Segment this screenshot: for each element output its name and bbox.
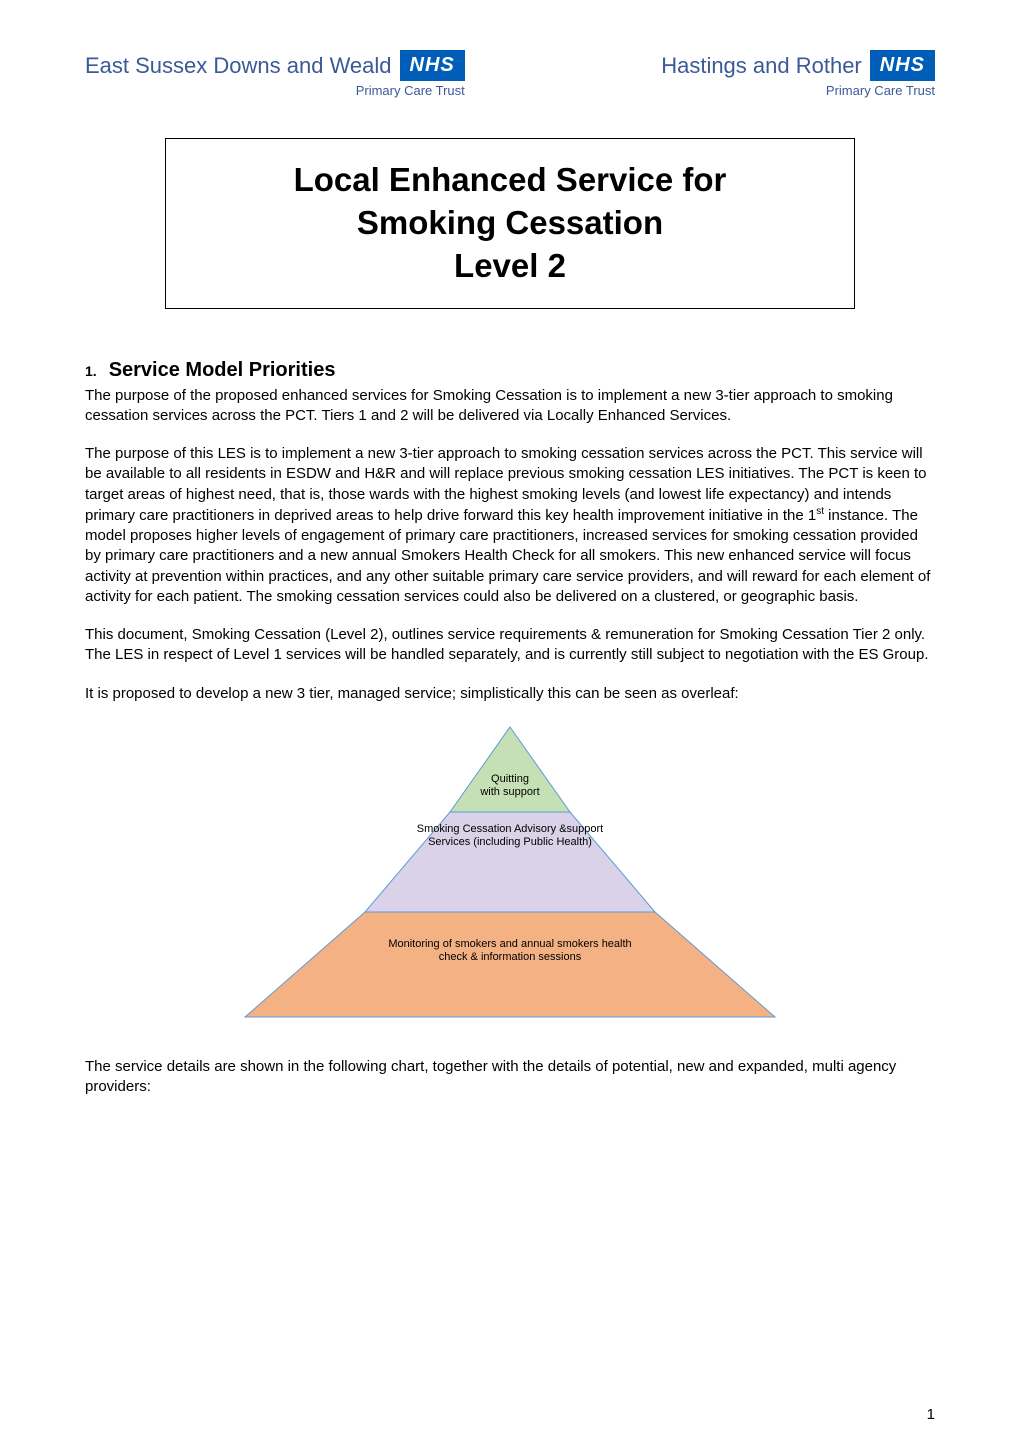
paragraph-2: The purpose of this LES is to implement … <box>85 444 935 607</box>
section-heading-row: 1. Service Model Priorities <box>85 359 935 382</box>
right-logo-block: Hastings and Rother NHS Primary Care Tru… <box>661 50 935 98</box>
tier-bottom-label-1: Monitoring of smokers and annual smokers… <box>388 938 631 950</box>
left-logo-block: East Sussex Downs and Weald NHS Primary … <box>85 50 465 98</box>
page-number: 1 <box>927 1406 935 1423</box>
pyramid-diagram: Quitting with support Smoking Cessation … <box>85 722 935 1032</box>
title-line-3: Level 2 <box>454 247 566 284</box>
title-line-2: Smoking Cessation <box>357 204 663 241</box>
title-line-1: Local Enhanced Service for <box>294 161 727 198</box>
tier-top-label-1: Quitting <box>491 773 529 785</box>
left-logo-row: East Sussex Downs and Weald NHS <box>85 50 465 81</box>
paragraph-3: This document, Smoking Cessation (Level … <box>85 625 935 666</box>
pyramid-tier-top <box>450 727 570 812</box>
right-logo-row: Hastings and Rother NHS <box>661 50 935 81</box>
right-logo-subtitle: Primary Care Trust <box>826 83 935 98</box>
tier-middle-label-1: Smoking Cessation Advisory &support <box>417 823 603 835</box>
title-box: Local Enhanced Service for Smoking Cessa… <box>165 138 855 309</box>
left-logo-text: East Sussex Downs and Weald <box>85 53 392 79</box>
paragraph-4: It is proposed to develop a new 3 tier, … <box>85 684 935 704</box>
section-heading: Service Model Priorities <box>109 359 336 382</box>
paragraph-1: The purpose of the proposed enhanced ser… <box>85 386 935 427</box>
tier-bottom-label-2: check & information sessions <box>439 951 582 963</box>
section-number: 1. <box>85 363 97 379</box>
tier-middle-label-2: Services (including Public Health) <box>428 836 592 848</box>
pyramid-tier-bottom <box>245 912 775 1017</box>
superscript-st: st <box>816 506 824 517</box>
paragraph-5: The service details are shown in the fol… <box>85 1057 935 1098</box>
nhs-badge-icon: NHS <box>870 50 935 81</box>
document-title: Local Enhanced Service for Smoking Cessa… <box>226 159 794 288</box>
tier-top-label-2: with support <box>479 786 539 798</box>
nhs-badge-icon: NHS <box>400 50 465 81</box>
header: East Sussex Downs and Weald NHS Primary … <box>85 50 935 98</box>
paragraph-2-part-a: The purpose of this LES is to implement … <box>85 445 927 524</box>
right-logo-text: Hastings and Rother <box>661 53 862 79</box>
left-logo-subtitle: Primary Care Trust <box>356 83 465 98</box>
pyramid-svg: Quitting with support Smoking Cessation … <box>225 722 795 1032</box>
